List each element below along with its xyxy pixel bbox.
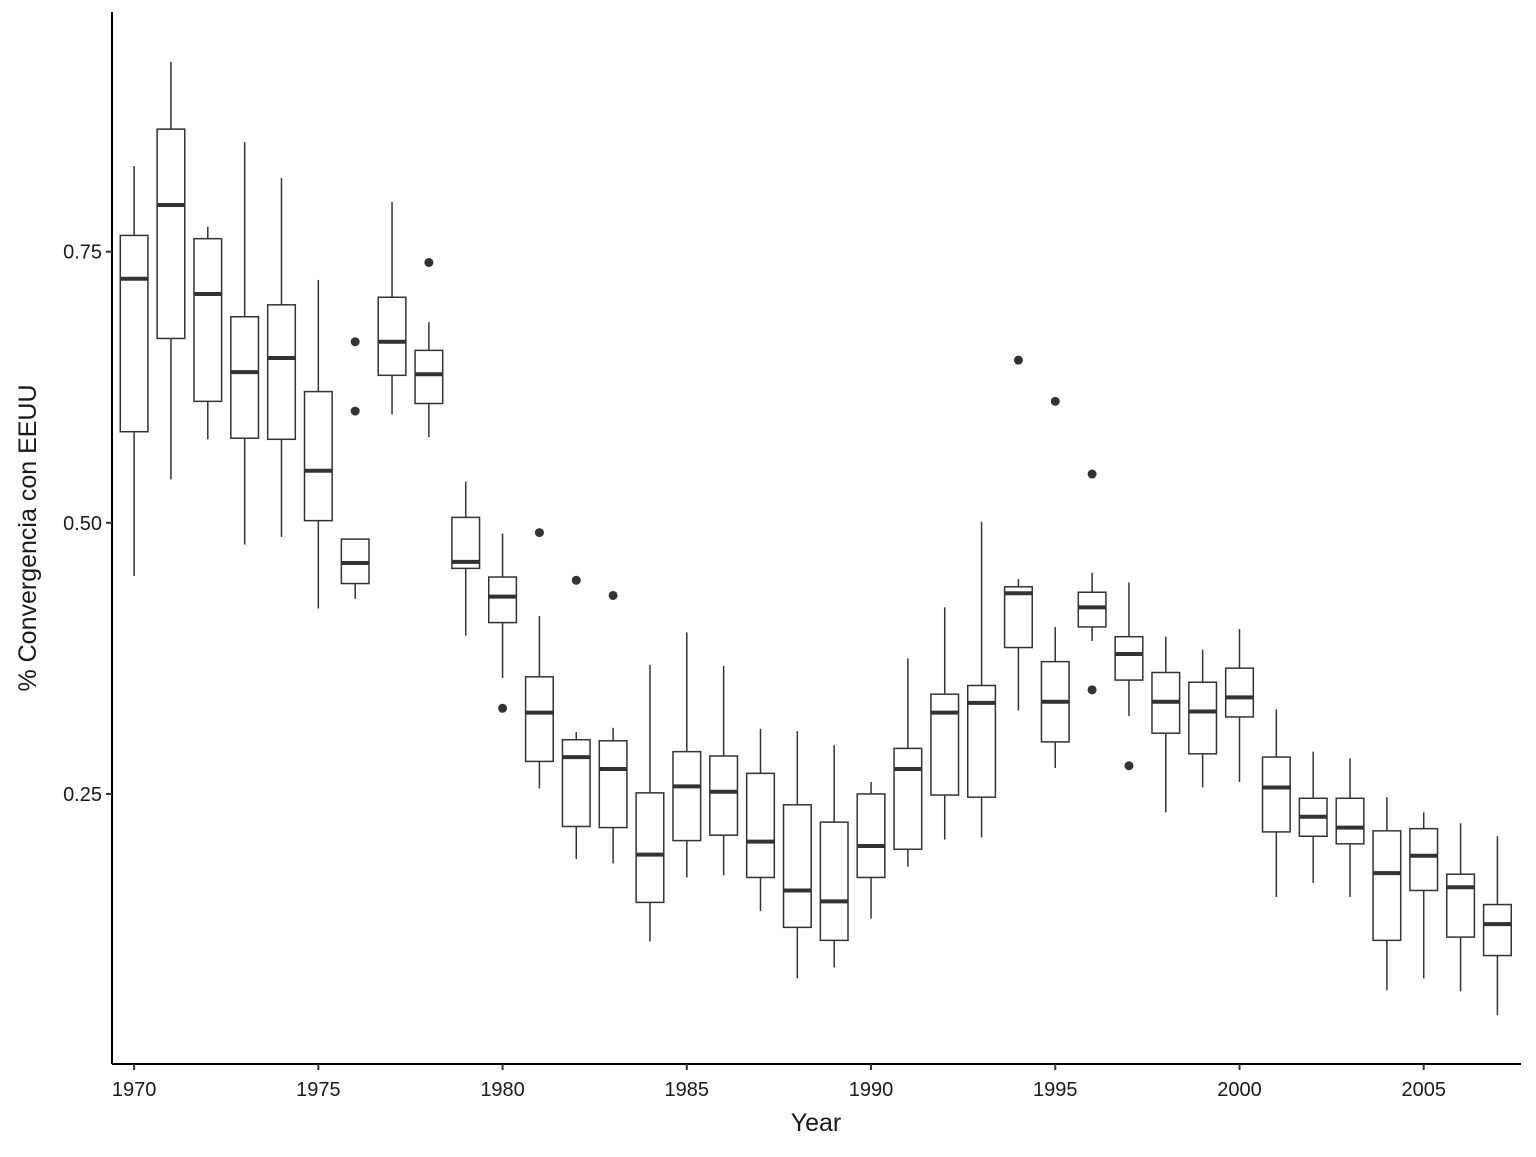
x-tick-label: 1980 bbox=[480, 1079, 525, 1101]
outlier bbox=[350, 406, 360, 416]
box bbox=[893, 747, 923, 851]
box bbox=[856, 793, 886, 879]
box bbox=[1482, 903, 1512, 957]
box bbox=[561, 738, 591, 828]
box bbox=[635, 792, 665, 904]
box bbox=[156, 128, 186, 340]
box bbox=[598, 740, 628, 829]
box bbox=[230, 316, 260, 439]
box bbox=[524, 676, 554, 763]
box bbox=[1446, 873, 1476, 938]
outlier bbox=[424, 258, 434, 268]
box bbox=[1224, 667, 1255, 718]
box bbox=[119, 234, 149, 433]
box bbox=[266, 304, 297, 441]
box bbox=[819, 821, 849, 942]
y-axis-title: % Convergencia con EEUU bbox=[14, 384, 42, 691]
box bbox=[414, 349, 444, 405]
outlier bbox=[608, 590, 618, 600]
outlier bbox=[1087, 469, 1097, 479]
box bbox=[1188, 681, 1218, 755]
box bbox=[930, 693, 960, 796]
x-tick-label: 1995 bbox=[1033, 1079, 1078, 1101]
x-tick-label: 1990 bbox=[849, 1079, 894, 1101]
y-tick-label: 0.25 bbox=[63, 784, 102, 806]
box bbox=[782, 804, 812, 929]
x-tick-label: 1975 bbox=[296, 1079, 341, 1101]
outlier bbox=[1013, 355, 1023, 365]
box bbox=[1372, 830, 1402, 942]
x-tick-label: 2000 bbox=[1217, 1079, 1262, 1101]
y-tick-label: 0.75 bbox=[63, 242, 102, 264]
outlier bbox=[534, 528, 544, 538]
outlier bbox=[498, 703, 508, 713]
x-axis-title: Year bbox=[791, 1109, 842, 1137]
box bbox=[377, 296, 407, 377]
box bbox=[193, 237, 223, 403]
box bbox=[488, 576, 518, 624]
box bbox=[1409, 827, 1439, 892]
outlier bbox=[1124, 761, 1134, 771]
box bbox=[672, 750, 702, 842]
x-tick-label: 1985 bbox=[665, 1079, 710, 1101]
box bbox=[1003, 586, 1033, 649]
box bbox=[745, 772, 776, 879]
outlier bbox=[571, 575, 581, 585]
box bbox=[1261, 756, 1291, 833]
outlier bbox=[1087, 685, 1097, 695]
box bbox=[303, 390, 333, 522]
box bbox=[1077, 591, 1107, 628]
x-tick-label: 1970 bbox=[112, 1079, 157, 1101]
x-tick-label: 2005 bbox=[1401, 1079, 1446, 1101]
box bbox=[1335, 797, 1365, 845]
box bbox=[709, 755, 739, 836]
box bbox=[1114, 635, 1144, 681]
outlier bbox=[350, 337, 360, 347]
y-tick-label: 0.50 bbox=[63, 513, 102, 535]
outlier bbox=[1050, 396, 1060, 406]
